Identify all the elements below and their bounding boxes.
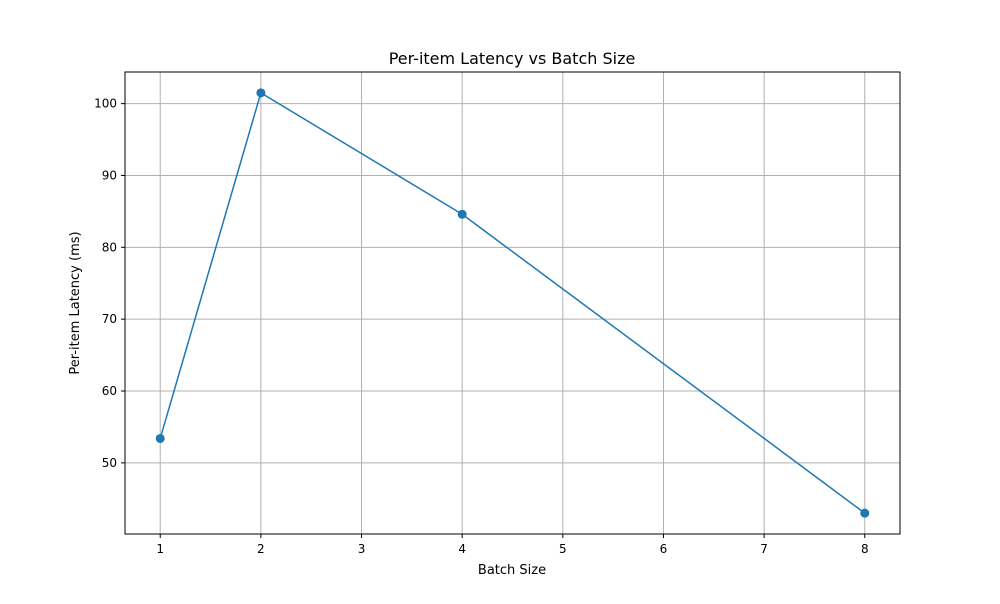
y-tick-label: 90 [102, 168, 117, 182]
y-tick-label: 80 [102, 240, 117, 254]
x-tick-label: 5 [559, 542, 567, 556]
plot-area-frame [124, 71, 901, 535]
x-tick-label: 8 [861, 542, 869, 556]
data-point [256, 88, 266, 98]
axis-ticks: 1 2 3 4 5 6 7 8 50 60 70 80 90 100 [94, 97, 868, 556]
y-tick-label: 100 [94, 97, 117, 111]
grid-lines [125, 72, 900, 534]
x-axis-label: Batch Size [478, 563, 546, 578]
y-tick-label: 60 [102, 384, 117, 398]
x-tick-label: 1 [156, 542, 164, 556]
x-tick-label: 2 [257, 542, 265, 556]
y-axis-label: Per-item Latency (ms) [68, 231, 83, 374]
x-tick-label: 4 [458, 542, 466, 556]
chart-title: Per-item Latency vs Batch Size [389, 49, 636, 68]
data-point [457, 209, 467, 219]
x-tick-label: 7 [760, 542, 768, 556]
x-tick-label: 6 [660, 542, 668, 556]
series-layer [155, 88, 870, 518]
data-point [860, 508, 870, 518]
data-point [155, 433, 165, 443]
y-tick-label: 50 [102, 456, 117, 470]
series-line [159, 92, 866, 514]
x-tick-label: 3 [358, 542, 366, 556]
y-tick-label: 70 [102, 312, 117, 326]
